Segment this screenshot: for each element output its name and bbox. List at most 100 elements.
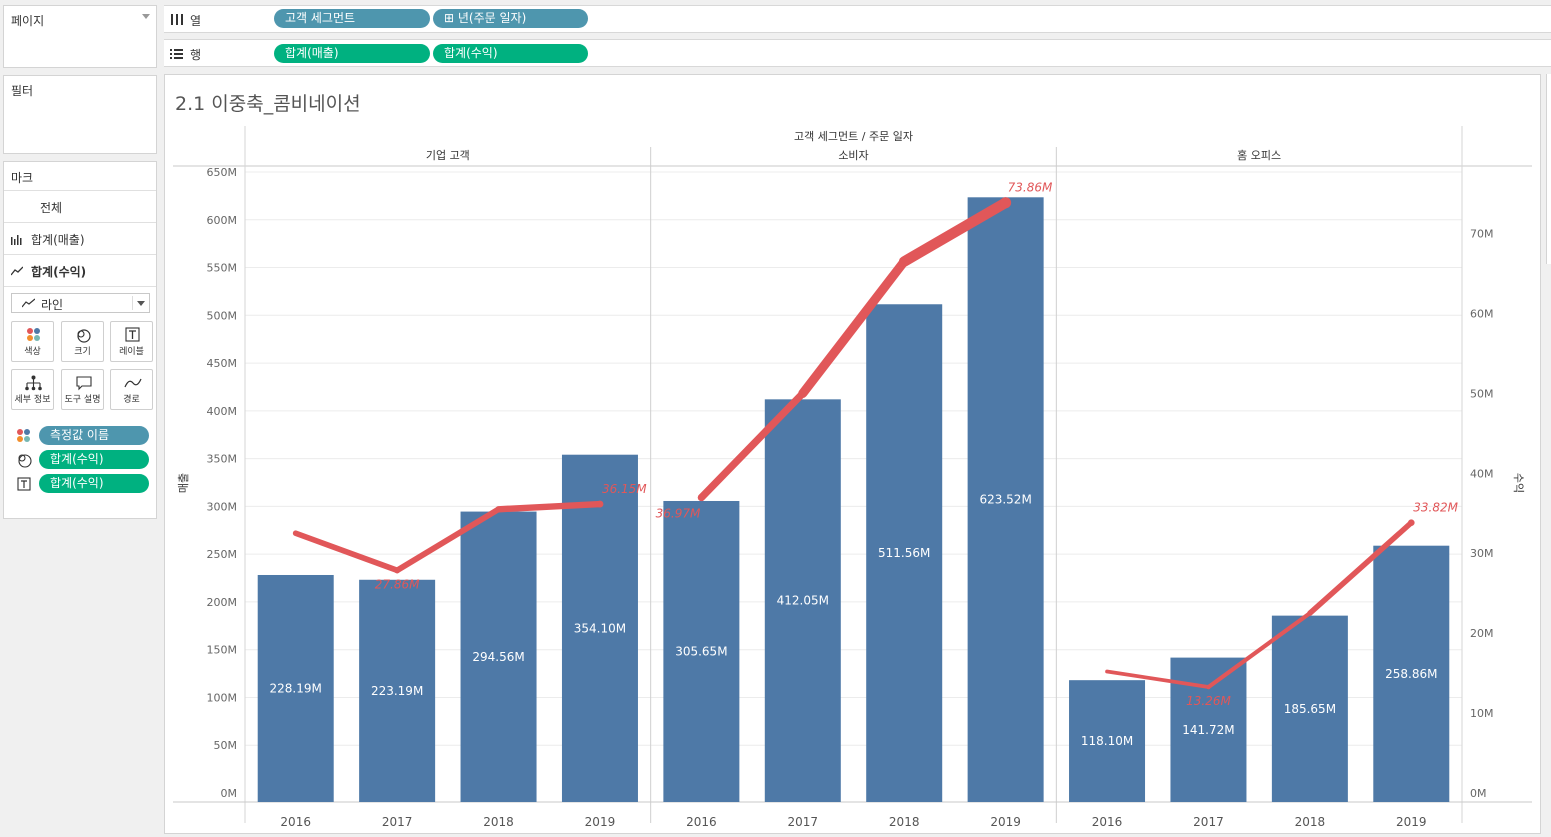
x-tick-label: 2016	[280, 815, 311, 829]
profit-point	[1407, 519, 1415, 527]
profit-point-label: 36.97M	[656, 507, 701, 521]
profit-line-segment	[1307, 519, 1415, 616]
color-button[interactable]: 색상	[11, 321, 54, 362]
tooltip-button[interactable]: 도구 설명	[61, 369, 104, 410]
y-tick-label: 450M	[207, 357, 238, 370]
sales-bar-label: 305.65M	[675, 644, 727, 658]
mark-type-label: 라인	[41, 298, 64, 312]
columns-label: 열	[190, 14, 202, 28]
y-tick-label: 250M	[207, 548, 238, 561]
label-icon	[125, 327, 140, 342]
y2-tick-label: 0M	[1470, 787, 1487, 800]
size-button-label: 크기	[74, 347, 91, 357]
order-year-pill[interactable]: ⊞ 년(주문 일자)	[433, 9, 588, 28]
y-tick-label: 400M	[207, 405, 238, 418]
size-legend-icon	[18, 454, 32, 468]
rows-shelf[interactable]: 행 합계(매출) 합계(수익)	[164, 39, 1551, 67]
y2-tick-label: 20M	[1470, 627, 1494, 640]
sales-bar	[561, 454, 638, 802]
profit-point-label: 36.15M	[602, 482, 647, 496]
y-tick-label: 600M	[207, 214, 238, 227]
filters-title: 필터	[11, 84, 34, 98]
columns-shelf[interactable]: 열 고객 세그먼트 ⊞ 년(주문 일자)	[164, 5, 1551, 33]
sales-bar-label: 412.05M	[777, 594, 829, 608]
sheet-title: 2.1 이중축_콤비네이션	[175, 93, 361, 115]
size-button[interactable]: 크기	[61, 321, 104, 362]
column-header-title: 고객 세그먼트 / 주문 일자	[794, 129, 913, 143]
pages-dropdown-icon[interactable]	[142, 14, 150, 19]
x-tick-label: 2018	[483, 815, 514, 829]
sales-bar-label: 258.86M	[1385, 667, 1437, 681]
x-tick-label: 2019	[1396, 815, 1427, 829]
path-button[interactable]: 경로	[110, 369, 153, 410]
sales-bar	[663, 500, 740, 802]
color-icon	[27, 328, 40, 341]
marks-tab-profit[interactable]: 합계(수익)	[4, 255, 156, 287]
detail-icon	[25, 375, 42, 391]
marks-title-row: 마크	[4, 162, 156, 191]
chevron-down-icon	[137, 301, 145, 306]
profit-pill[interactable]: 합계(수익)	[433, 44, 588, 63]
pane-header: 기업 고객	[426, 149, 470, 162]
color-button-label: 색상	[24, 347, 41, 357]
marks-tab-all-label: 전체	[40, 201, 63, 215]
sales-bar-label: 223.19M	[371, 684, 423, 698]
sales-bar-label: 354.10M	[574, 621, 626, 635]
profit-line-segment	[292, 530, 400, 574]
profit-line-segment	[898, 197, 1011, 267]
label-pill[interactable]: 합계(수익)	[39, 474, 149, 493]
pages-title: 페이지	[11, 14, 45, 28]
sales-bar-label: 141.72M	[1182, 723, 1234, 737]
pages-card: 페이지	[3, 5, 157, 68]
profit-point-label: 27.86M	[375, 577, 420, 591]
color-legend-icon	[17, 429, 30, 442]
sales-bar-label: 118.10M	[1081, 734, 1133, 748]
profit-line-segment	[394, 506, 502, 574]
path-button-label: 경로	[123, 395, 140, 405]
y-tick-label: 0M	[221, 787, 238, 800]
y-tick-label: 50M	[214, 739, 238, 752]
sales-bar	[359, 579, 436, 802]
y2-tick-label: 70M	[1470, 228, 1494, 241]
bar-icon	[11, 235, 22, 245]
y-tick-label: 350M	[207, 453, 238, 466]
x-tick-label: 2019	[990, 815, 1021, 829]
marks-tab-sales-label: 합계(매출)	[31, 233, 85, 247]
combo-chart: 고객 세그먼트 / 주문 일자 0M 50M 100M 150M 200M 250M 300M…	[173, 126, 1532, 829]
marks-title: 마크	[11, 171, 34, 185]
profit-line-segment	[1105, 669, 1211, 689]
size-pill[interactable]: 합계(수익)	[39, 450, 149, 469]
right-axis-title: 수익	[1512, 473, 1525, 493]
x-tick-label: 2019	[585, 815, 616, 829]
right-panel-edge	[1546, 74, 1551, 264]
marks-tab-all[interactable]: 전체	[4, 191, 156, 223]
rows-icon	[170, 49, 183, 59]
label-button[interactable]: 레이블	[110, 321, 153, 362]
columns-icon	[171, 14, 183, 25]
y-tick-label: 650M	[207, 166, 238, 179]
profit-point-label: 73.86M	[1008, 181, 1053, 195]
sheet-view: 2.1 이중축_콤비네이션 고객 세그먼트 / 주문 일자 0M 50M 100M 15…	[164, 74, 1541, 834]
marks-tab-sales[interactable]: 합계(매출)	[4, 223, 156, 255]
sales-pill[interactable]: 합계(매출)	[274, 44, 430, 63]
sales-bar-label: 623.52M	[979, 493, 1031, 507]
sales-bar-label: 511.56M	[878, 546, 930, 560]
profit-point	[596, 500, 604, 508]
tooltip-icon	[76, 376, 92, 391]
detail-button[interactable]: 세부 정보	[11, 369, 54, 410]
sales-bar	[1069, 680, 1146, 802]
color-pill[interactable]: 측정값 이름	[39, 426, 149, 445]
x-tick-label: 2016	[1092, 815, 1123, 829]
x-tick-label: 2017	[1193, 815, 1224, 829]
dropdown-divider	[132, 296, 133, 310]
profit-point-label: 33.82M	[1413, 501, 1458, 515]
y2-tick-label: 40M	[1470, 467, 1494, 480]
sales-bar	[1373, 545, 1450, 802]
mark-type-select[interactable]: 라인	[11, 293, 150, 313]
profit-line-segment	[495, 500, 604, 513]
left-axis-title: 매출	[177, 473, 190, 493]
filters-card[interactable]: 필터	[3, 75, 157, 154]
segment-pill[interactable]: 고객 세그먼트	[274, 9, 430, 28]
sales-bar	[866, 304, 943, 802]
sales-bar	[967, 197, 1044, 802]
